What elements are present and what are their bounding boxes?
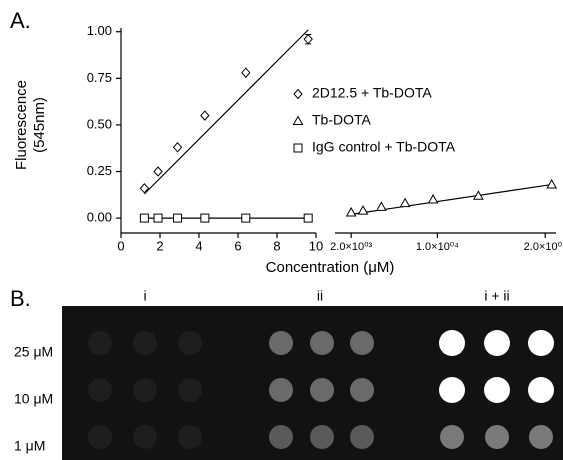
data-point xyxy=(359,206,368,214)
blot-spot xyxy=(269,425,293,449)
panel-label: B. xyxy=(10,286,31,311)
legend-marker xyxy=(294,144,302,152)
y-tick-label: 0.00 xyxy=(87,210,112,225)
row-label: 25 μM xyxy=(14,344,53,360)
x-tick-label: 2.0×10⁰⁴ xyxy=(524,241,563,253)
x-tick-label: 2.0×10⁰³ xyxy=(330,241,372,253)
data-point xyxy=(304,214,312,222)
x-tick-label: 2 xyxy=(156,238,163,253)
blot-spot xyxy=(484,377,510,403)
data-point xyxy=(154,214,162,222)
blot-spot xyxy=(440,425,464,449)
legend-label: 2D12.5 + Tb-DOTA xyxy=(312,85,432,101)
column-label: i xyxy=(143,288,146,304)
blot-spot xyxy=(350,378,374,402)
legend-marker xyxy=(294,117,303,125)
y-axis-label: Fluorescence xyxy=(13,80,30,170)
x-tick-label: 4 xyxy=(195,238,202,253)
blot-spot xyxy=(310,331,334,355)
blot-spot xyxy=(269,378,293,402)
legend-marker xyxy=(294,90,302,99)
blot-spot xyxy=(350,331,374,355)
data-point xyxy=(547,180,556,188)
row-label: 10 μM xyxy=(14,391,53,407)
blot-spot xyxy=(88,378,112,402)
blot-spot xyxy=(178,425,202,449)
row-label: 1 μM xyxy=(14,438,45,454)
fit-line xyxy=(144,30,308,194)
blot-spot xyxy=(133,425,157,449)
data-point xyxy=(140,214,148,222)
data-point xyxy=(377,202,386,210)
y-tick-label: 0.50 xyxy=(87,116,112,131)
blot-spot xyxy=(88,331,112,355)
legend-label: IgG control + Tb-DOTA xyxy=(312,139,456,155)
blot-spot xyxy=(133,378,157,402)
column-label: i + ii xyxy=(484,288,509,304)
x-axis-label: Concentration (μM) xyxy=(266,259,395,276)
data-point xyxy=(174,143,182,152)
blot-spot xyxy=(528,330,554,356)
blot-spot xyxy=(88,425,112,449)
legend-label: Tb-DOTA xyxy=(312,112,372,128)
data-point xyxy=(429,195,438,203)
blot-spot xyxy=(310,378,334,402)
data-point xyxy=(347,208,356,216)
x-tick-label: 0 xyxy=(117,238,124,253)
y-tick-label: 0.25 xyxy=(87,163,112,178)
blot-spot xyxy=(133,331,157,355)
blot-spot xyxy=(350,425,374,449)
y-tick-label: 0.75 xyxy=(87,70,112,85)
blot-spot xyxy=(178,378,202,402)
blot-spot xyxy=(484,330,510,356)
x-tick-label: 8 xyxy=(273,238,280,253)
blot-spot xyxy=(528,377,554,403)
panel-label: A. xyxy=(10,8,31,33)
data-point xyxy=(242,214,250,222)
y-tick-label: 1.00 xyxy=(87,23,112,38)
blot-spot xyxy=(529,425,553,449)
blot-spot xyxy=(269,331,293,355)
x-tick-label: 1.0×10⁰⁴ xyxy=(416,241,459,253)
data-point xyxy=(201,111,209,120)
blot-spot xyxy=(439,377,465,403)
data-point xyxy=(304,35,312,44)
blot-spot xyxy=(178,331,202,355)
x-tick-label: 6 xyxy=(234,238,241,253)
data-point xyxy=(154,167,162,176)
data-point xyxy=(201,214,209,222)
column-label: ii xyxy=(317,288,323,304)
data-point xyxy=(174,214,182,222)
blot-spot xyxy=(310,425,334,449)
blot-spot xyxy=(485,425,509,449)
blot-spot xyxy=(439,330,465,356)
data-point xyxy=(401,199,410,207)
y-axis-label: (545nm) xyxy=(31,97,48,153)
x-tick-label: 10 xyxy=(309,238,323,253)
figure: A. Fluorescence (545nm) Concentration (μ… xyxy=(0,0,563,460)
data-point xyxy=(242,68,250,77)
